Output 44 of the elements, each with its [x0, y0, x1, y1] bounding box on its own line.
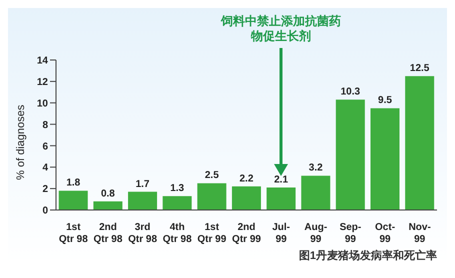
bar	[93, 201, 122, 210]
bar	[162, 196, 192, 210]
data-label: 3.2	[308, 162, 324, 174]
y-tick-label: 14	[36, 56, 48, 67]
bar	[58, 190, 88, 210]
data-label: 1.7	[136, 178, 150, 190]
data-label: 2.5	[204, 170, 220, 182]
text: 饲料中禁止添加抗菌药物促生长剂	[221, 14, 342, 44]
data-label: 12.5	[410, 63, 430, 74]
data-label: 0.8	[100, 188, 116, 200]
x-tick-label: 2nd Qtr 99	[232, 222, 262, 245]
bar	[266, 188, 296, 210]
data-label: 9.5	[378, 95, 392, 106]
bar	[405, 76, 434, 210]
data-label: 1.3	[170, 183, 185, 194]
bar	[128, 192, 158, 210]
y-tick-label: 12	[36, 76, 48, 88]
bar	[336, 100, 365, 210]
bar	[197, 183, 226, 210]
x-tick-label: Aug-99	[304, 222, 328, 245]
caption: 图1丹麦猪场发病率和死亡率	[298, 248, 438, 264]
x-tick-label: 3rd Qtr 98	[128, 222, 158, 245]
y-tick-label: 8	[42, 120, 48, 131]
bar	[301, 176, 330, 210]
x-tick-label: Jul-99	[272, 222, 290, 245]
x-tick-label: 4th Qtr 98	[162, 222, 192, 245]
x-tick-label: 2nd Qtr 98	[94, 222, 123, 245]
y-tick-label: 0	[42, 206, 48, 217]
data-label: 2.2	[240, 173, 254, 184]
data-label: 10.3	[340, 86, 361, 98]
y-tick-label: 10	[36, 98, 48, 110]
x-tick-label: Nov-99	[408, 222, 431, 245]
x-tick-label: Oct-99	[375, 222, 396, 245]
bar	[232, 186, 261, 210]
bar	[370, 108, 400, 210]
x-tick-label: Sep-99	[340, 222, 362, 245]
data-label: 2.1	[274, 174, 288, 186]
x-tick-label: 1st Qtr 99	[197, 222, 227, 245]
y-tick-label: 2	[42, 184, 48, 196]
data-label: 1.8	[66, 178, 81, 189]
y-tick-label: 6	[42, 141, 48, 152]
y-tick-label: 4	[42, 162, 48, 174]
x-tick-label: 1st Qtr 98	[58, 222, 88, 245]
y-axis-title: % of diagnoses	[14, 104, 27, 180]
